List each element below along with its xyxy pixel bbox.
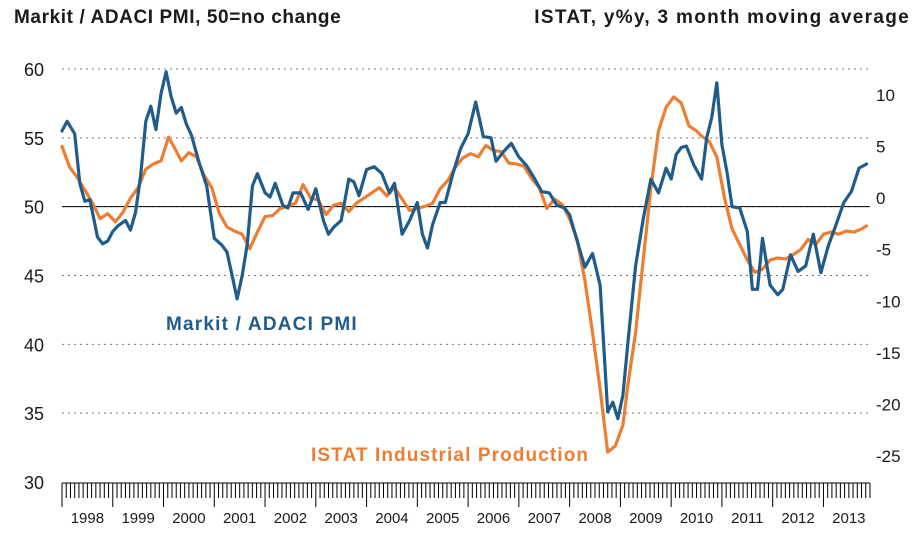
left-axis-tick-label: 55: [24, 129, 44, 149]
left-axis-tick-label: 60: [24, 60, 44, 80]
left-axis-tick-label: 35: [24, 404, 44, 424]
x-axis-year-label: 2001: [223, 510, 256, 527]
right-axis-tick-label: 10: [876, 86, 895, 105]
right-axis-tick-label: -5: [876, 241, 891, 260]
x-axis-year-label: 2013: [832, 510, 865, 527]
x-axis-year-label: 2009: [629, 510, 662, 527]
right-axis-tick-label: -10: [876, 292, 901, 311]
left-axis-tick-label: 45: [24, 267, 44, 287]
x-axis-year-label: 2000: [172, 510, 205, 527]
x-axis-year-label: 2005: [426, 510, 459, 527]
right-axis-tick-label: 0: [876, 189, 885, 208]
right-axis-tick-label: -15: [876, 344, 901, 363]
x-axis-year-label: 1998: [71, 510, 104, 527]
right-axis-tick-label: -25: [876, 447, 901, 466]
right-axis-tick-label: -20: [876, 396, 901, 415]
x-axis-year-label: 2006: [477, 510, 510, 527]
pmi-line: [60, 70, 869, 421]
left-axis-tick-label: 50: [24, 198, 44, 218]
right-axis-tick-label: 5: [876, 137, 885, 156]
industrial-production-line: [60, 95, 869, 454]
right-axis-title: ISTAT, y%y, 3 month moving average: [534, 7, 910, 28]
industrial-production-series-label: ISTAT Industrial Production: [311, 445, 589, 466]
left-axis-tick-label: 30: [24, 473, 44, 493]
x-axis-year-label: 2004: [375, 510, 408, 527]
x-axis-year-label: 2010: [680, 510, 713, 527]
x-axis-year-label: 2003: [325, 510, 358, 527]
x-axis-year-label: 2002: [274, 510, 307, 527]
pmi-series-label: Markit / ADACI PMI: [166, 314, 358, 335]
x-axis-year-label: 2011: [731, 510, 763, 527]
x-axis-year-label: 2012: [781, 510, 814, 527]
x-axis-year-label: 2008: [578, 510, 611, 527]
left-axis-title: Markit / ADACI PMI, 50=no change: [14, 7, 342, 28]
x-axis-year-label: 2007: [528, 510, 561, 527]
x-axis-year-label: 1999: [121, 510, 154, 527]
left-axis-tick-label: 40: [24, 335, 44, 355]
